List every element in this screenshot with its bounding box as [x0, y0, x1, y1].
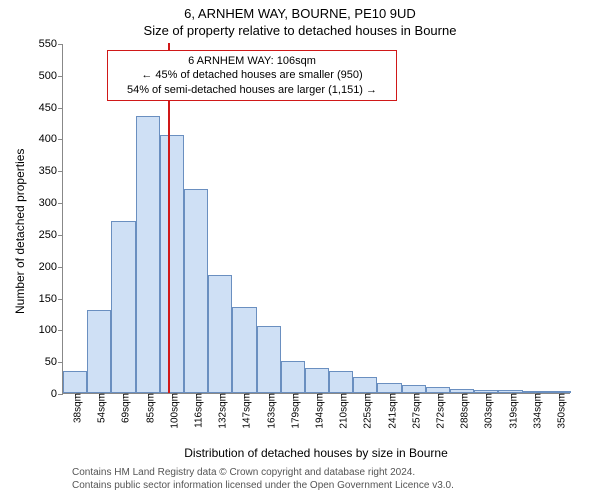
annotation-line: 54% of semi-detached houses are larger (… [114, 83, 390, 97]
histogram-bar [208, 275, 232, 393]
x-tick-label: 225sqm [357, 393, 374, 429]
y-tick-mark [58, 235, 63, 236]
y-tick-mark [58, 108, 63, 109]
x-tick-label: 132sqm [212, 393, 229, 429]
y-tick-mark [58, 139, 63, 140]
footer-line-1: Contains HM Land Registry data © Crown c… [72, 466, 454, 479]
histogram-bar [87, 310, 111, 393]
histogram-bar [63, 371, 87, 393]
histogram-bar [257, 326, 281, 393]
y-tick-mark [58, 171, 63, 172]
histogram-bar [377, 383, 401, 393]
y-axis-label: Number of detached properties [13, 149, 27, 314]
histogram-bar [281, 361, 305, 393]
y-tick-mark [58, 267, 63, 268]
x-tick-label: 210sqm [333, 393, 350, 429]
x-tick-label: 272sqm [429, 393, 446, 429]
histogram-bar [160, 135, 184, 393]
x-tick-label: 303sqm [478, 393, 495, 429]
x-tick-label: 54sqm [91, 393, 108, 423]
y-tick-mark [58, 44, 63, 45]
x-tick-label: 163sqm [260, 393, 277, 429]
histogram-bar [136, 116, 160, 393]
y-tick-mark [58, 394, 63, 395]
x-tick-label: 319sqm [502, 393, 519, 429]
histogram-bar [111, 221, 135, 393]
x-tick-label: 194sqm [309, 393, 326, 429]
histogram-bar [305, 368, 329, 393]
histogram-bar [353, 377, 377, 393]
histogram-bar [232, 307, 256, 393]
y-tick-mark [58, 362, 63, 363]
plot-area: 05010015020025030035040045050055038sqm54… [62, 44, 570, 394]
x-tick-label: 288sqm [454, 393, 471, 429]
x-tick-label: 147sqm [236, 393, 253, 429]
y-tick-mark [58, 203, 63, 204]
histogram-bar [184, 189, 208, 393]
histogram-bar [329, 371, 353, 393]
x-tick-label: 257sqm [405, 393, 422, 429]
x-tick-label: 116sqm [188, 393, 205, 428]
y-tick-mark [58, 330, 63, 331]
footer-attribution: Contains HM Land Registry data © Crown c… [72, 466, 454, 492]
x-tick-label: 350sqm [550, 393, 567, 429]
chart-title-sub: Size of property relative to detached ho… [0, 21, 600, 38]
footer-line-2: Contains public sector information licen… [72, 479, 454, 492]
x-tick-label: 38sqm [67, 393, 84, 423]
y-tick-mark [58, 76, 63, 77]
x-tick-label: 334sqm [526, 393, 543, 429]
x-tick-label: 241sqm [381, 393, 398, 429]
annotation-box: 6 ARNHEM WAY: 106sqm← 45% of detached ho… [107, 50, 397, 101]
x-tick-label: 69sqm [115, 393, 132, 423]
x-tick-label: 85sqm [139, 393, 156, 423]
x-tick-label: 100sqm [163, 393, 180, 429]
histogram-bar [402, 385, 426, 393]
y-tick-mark [58, 299, 63, 300]
annotation-line: ← 45% of detached houses are smaller (95… [114, 68, 390, 82]
x-tick-label: 179sqm [284, 393, 301, 429]
chart-title-main: 6, ARNHEM WAY, BOURNE, PE10 9UD [0, 0, 600, 21]
annotation-line: 6 ARNHEM WAY: 106sqm [114, 54, 390, 68]
x-axis-label: Distribution of detached houses by size … [62, 446, 570, 460]
